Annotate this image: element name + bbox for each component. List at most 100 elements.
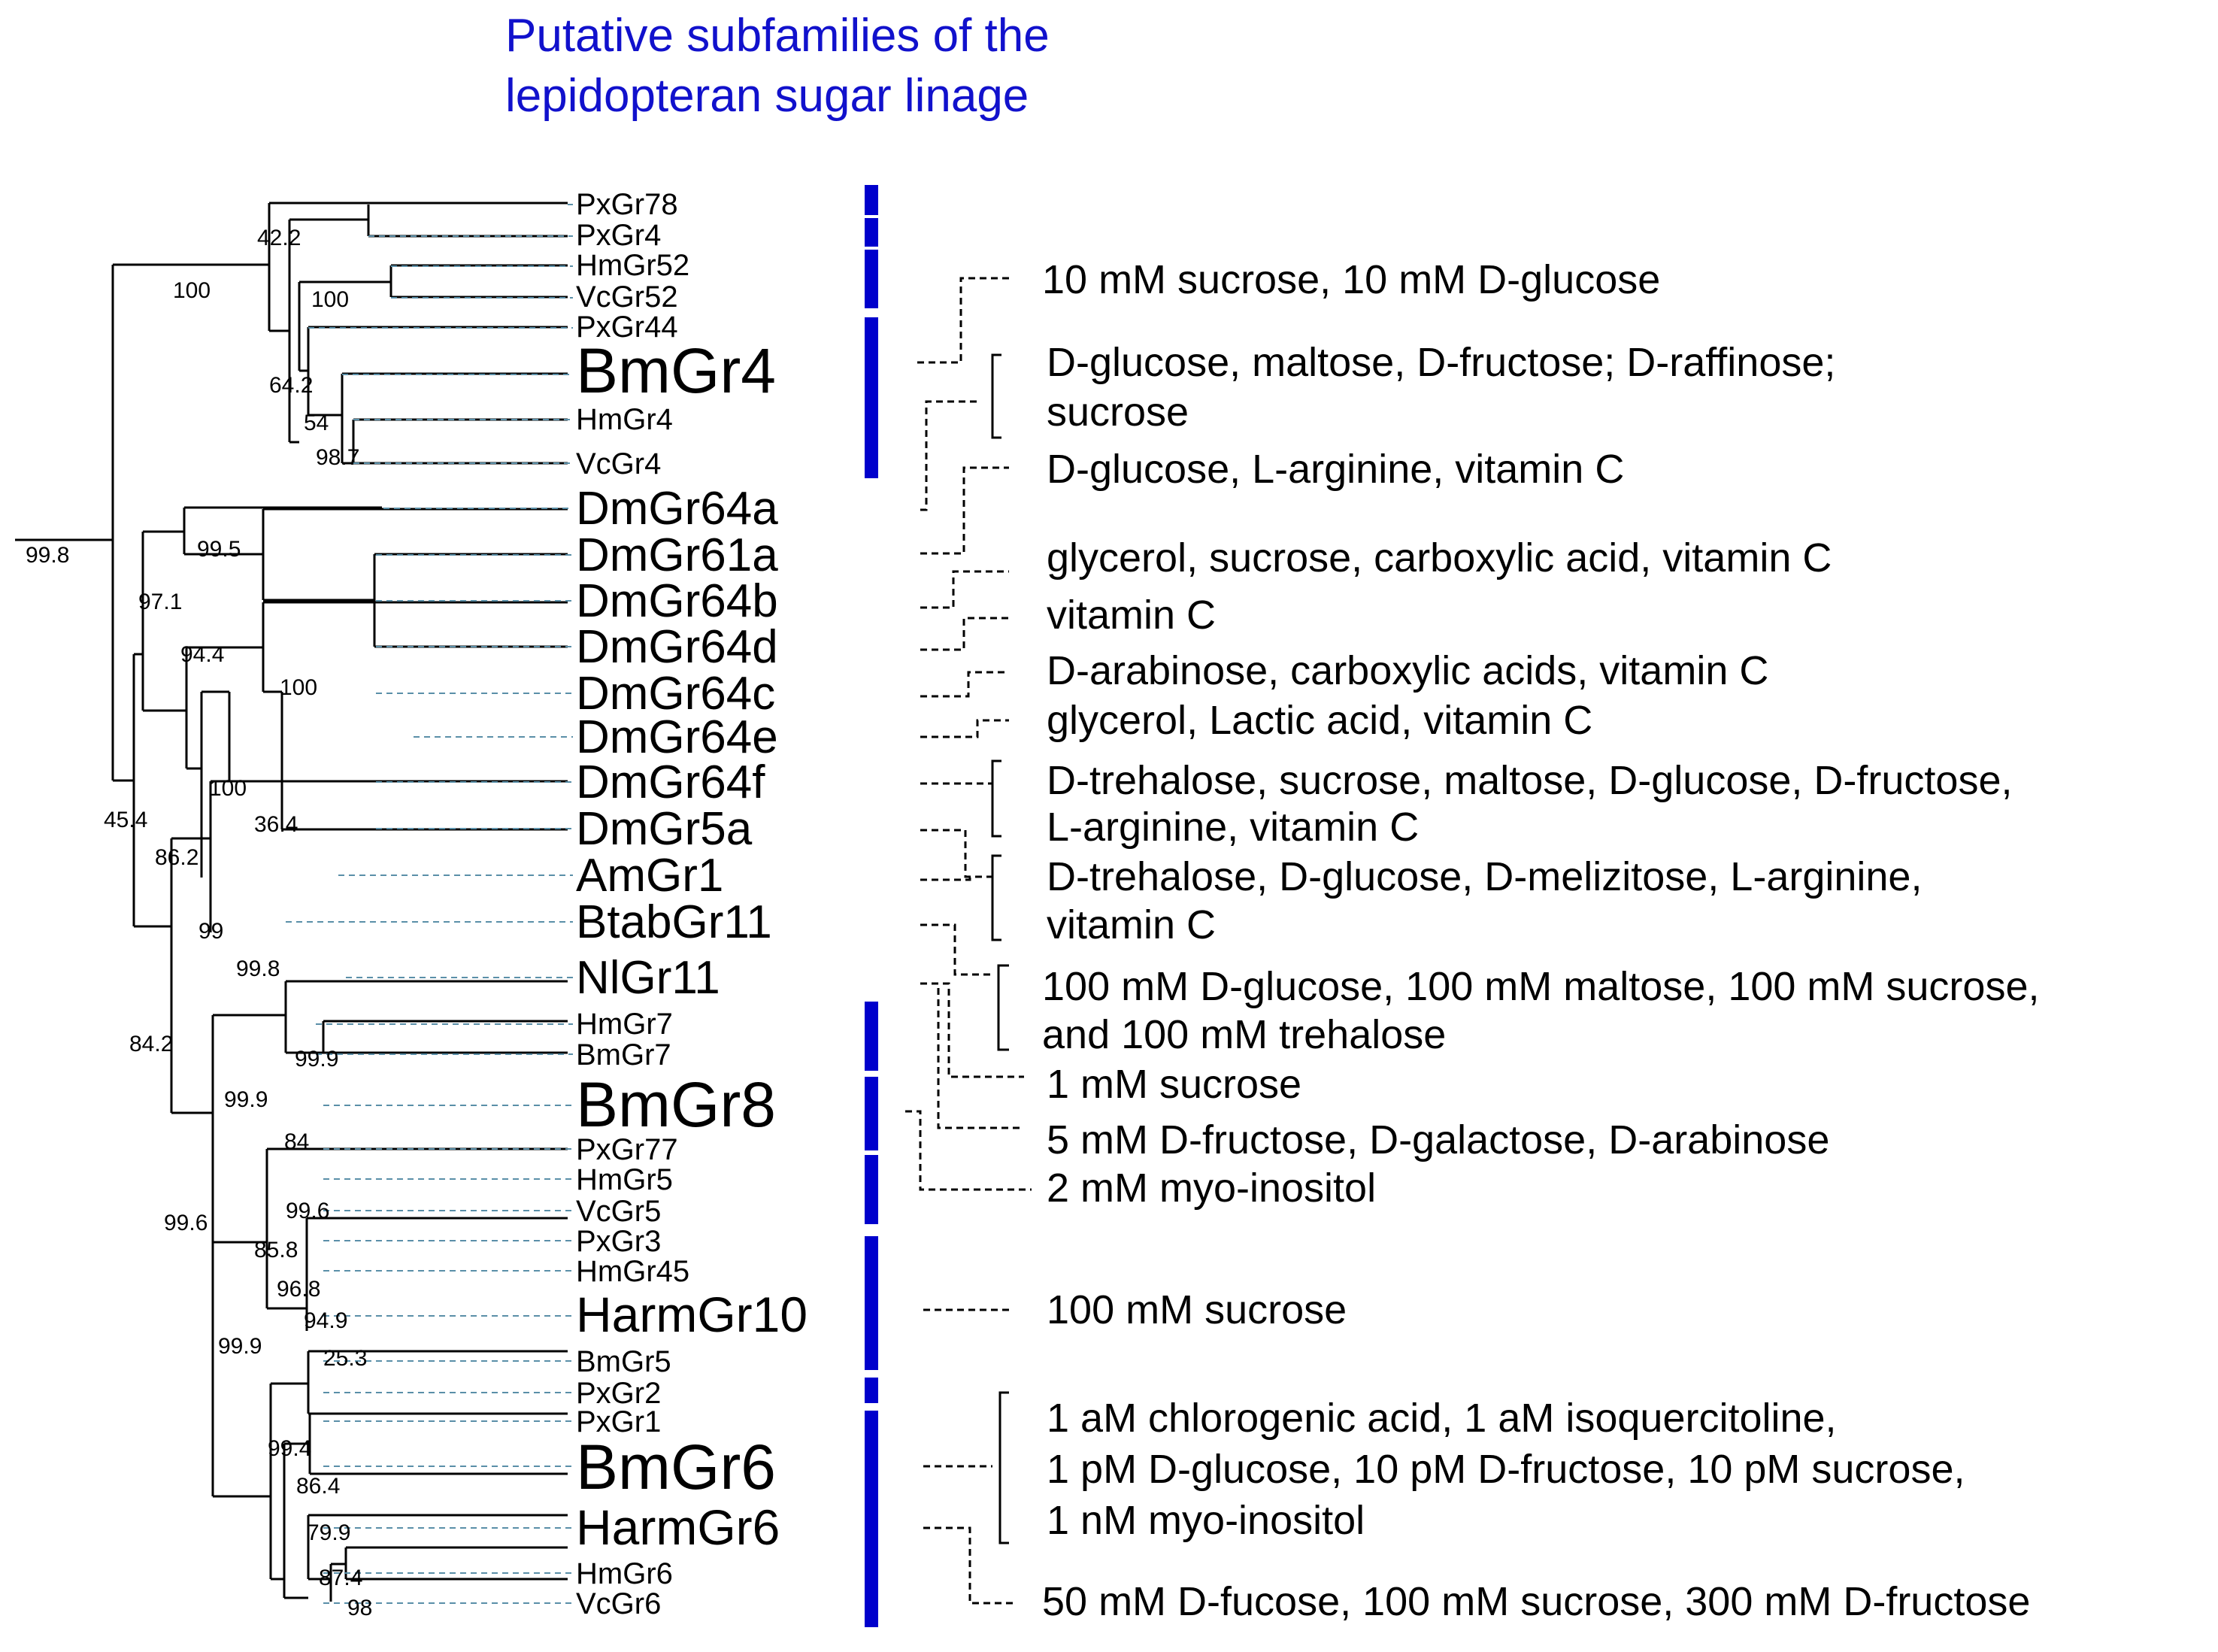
ligand-text: 1 pM D-glucose, 10 pM D-fructose, 10 pM … bbox=[1047, 1447, 1965, 1492]
bootstrap-value: 84 bbox=[284, 1129, 309, 1154]
ligand-text: D-glucose, L-arginine, vitamin C bbox=[1047, 447, 1624, 492]
leaf-label: HmGr5 bbox=[576, 1163, 673, 1196]
leaf-label: BmGr8 bbox=[576, 1069, 776, 1140]
subfamily-bar bbox=[865, 1077, 878, 1150]
leaf-label: HarmGr6 bbox=[576, 1499, 780, 1555]
bootstrap-value: 36.4 bbox=[254, 812, 298, 837]
leaf-label: VcGr6 bbox=[576, 1587, 661, 1620]
bootstrap-value: 99.4 bbox=[268, 1436, 311, 1461]
ligand-text: and 100 mM trehalose bbox=[1042, 1012, 1446, 1057]
leaf-label: HmGr4 bbox=[576, 403, 673, 436]
leaf-label: DmGr5a bbox=[576, 803, 753, 855]
bootstrap-value: 100 bbox=[311, 287, 349, 312]
leaf-label: DmGr64c bbox=[576, 668, 775, 720]
leaf-label: HarmGr10 bbox=[576, 1287, 808, 1342]
ligand-text: 50 mM D-fucose, 100 mM sucrose, 300 mM D… bbox=[1042, 1579, 2030, 1624]
leaf-label: DmGr64a bbox=[576, 483, 778, 535]
bootstrap-value: 98 bbox=[347, 1596, 372, 1620]
bootstrap-value: 98.7 bbox=[316, 445, 359, 470]
bootstrap-value: 100 bbox=[280, 675, 317, 700]
ligand-text: 1 mM sucrose bbox=[1047, 1062, 1301, 1107]
bootstrap-value: 84.2 bbox=[129, 1032, 173, 1056]
leaf-label: VcGr5 bbox=[576, 1195, 661, 1228]
bootstrap-value: 64.2 bbox=[269, 373, 313, 398]
bootstrap-value: 99.5 bbox=[197, 537, 241, 562]
bootstrap-value: 99.9 bbox=[218, 1334, 262, 1359]
leaf-label: DmGr61a bbox=[576, 529, 778, 581]
bootstrap-value: 94.9 bbox=[304, 1308, 347, 1333]
leaf-label: PxGr77 bbox=[576, 1133, 678, 1166]
bootstrap-value: 25.3 bbox=[323, 1346, 367, 1371]
leaf-label: HmGr6 bbox=[576, 1557, 673, 1590]
subfamily-bar bbox=[865, 185, 878, 215]
ligand-text: glycerol, Lactic acid, vitamin C bbox=[1047, 698, 1592, 743]
bootstrap-value: 99 bbox=[198, 919, 223, 944]
ligand-text: 1 aM chlorogenic acid, 1 aM isoquercitol… bbox=[1047, 1396, 1837, 1441]
leader-lines bbox=[286, 204, 573, 1604]
bootstrap-value: 96.8 bbox=[277, 1277, 320, 1302]
subfamily-bar bbox=[865, 250, 878, 308]
subfamily-bar bbox=[865, 317, 878, 478]
leaf-label: DmGr64f bbox=[576, 756, 765, 808]
ligand-text: 1 nM myo-inositol bbox=[1047, 1498, 1365, 1543]
leaf-label: HmGr52 bbox=[576, 249, 689, 282]
leaf-label: DmGr64e bbox=[576, 711, 778, 763]
ligand-text: D-glucose, maltose, D-fructose; D-raffin… bbox=[1047, 340, 1835, 385]
leaf-label: HmGr7 bbox=[576, 1008, 673, 1041]
subfamily-bar bbox=[865, 1236, 878, 1370]
leaf-label: AmGr1 bbox=[576, 850, 723, 902]
ligand-text: vitamin C bbox=[1047, 593, 1216, 638]
ligand-text: sucrose bbox=[1047, 390, 1189, 435]
bootstrap-value: 87.4 bbox=[319, 1566, 362, 1590]
leaf-label: BmGr7 bbox=[576, 1038, 671, 1072]
ligand-text: vitamin C bbox=[1047, 902, 1216, 947]
ligand-text: D-arabinose, carboxylic acids, vitamin C bbox=[1047, 648, 1768, 693]
bootstrap-value: 99.8 bbox=[26, 543, 69, 568]
bootstrap-value: 99.9 bbox=[224, 1087, 268, 1112]
bootstrap-value: 86.4 bbox=[296, 1474, 340, 1499]
bootstrap-value: 45.4 bbox=[104, 808, 147, 832]
bootstrap-value: 99.8 bbox=[236, 956, 280, 981]
leaf-label: BmGr6 bbox=[576, 1432, 776, 1502]
bootstrap-value: 99.9 bbox=[295, 1047, 338, 1072]
leaf-label: PxGr4 bbox=[576, 219, 661, 252]
bootstrap-value: 86.2 bbox=[155, 845, 198, 870]
leaf-label: DmGr64b bbox=[576, 575, 778, 627]
tip-labels: PxGr78 PxGr4 HmGr52 VcGr52 PxGr44 BmGr4 … bbox=[576, 188, 808, 1620]
leaf-label: HmGr45 bbox=[576, 1255, 689, 1288]
bootstrap-value: 97.1 bbox=[138, 590, 182, 614]
subfamily-bar bbox=[865, 1378, 878, 1403]
ligand-text: D-trehalose, sucrose, maltose, D-glucose… bbox=[1047, 758, 2012, 803]
subfamily-bar bbox=[865, 1002, 878, 1071]
ligand-text: 100 mM sucrose bbox=[1047, 1287, 1347, 1332]
ligand-braces bbox=[991, 353, 1009, 1544]
ligand-text: 2 mM myo-inositol bbox=[1047, 1165, 1376, 1211]
ligand-text: 5 mM D-fructose, D-galactose, D-arabinos… bbox=[1047, 1117, 1829, 1162]
bootstrap-value: 100 bbox=[173, 278, 211, 303]
ligand-text: 10 mM sucrose, 10 mM D-glucose bbox=[1042, 257, 1660, 302]
ligand-texts: 10 mM sucrose, 10 mM D-glucose D-glucose… bbox=[1042, 257, 2039, 1624]
leaf-label: VcGr4 bbox=[576, 447, 661, 480]
title-line-2: lepidopteran sugar linage bbox=[505, 70, 1029, 122]
leaf-label: DmGr64d bbox=[576, 621, 778, 673]
ligand-text: L-arginine, vitamin C bbox=[1047, 805, 1419, 850]
subfamily-bar bbox=[865, 1155, 878, 1224]
subfamily-bar bbox=[865, 218, 878, 247]
bootstrap-value: 54 bbox=[304, 411, 329, 435]
leaf-label: PxGr2 bbox=[576, 1377, 661, 1410]
bootstrap-value: 94.4 bbox=[180, 642, 224, 667]
leaf-label: VcGr52 bbox=[576, 280, 678, 314]
bootstrap-value: 99.6 bbox=[164, 1211, 208, 1235]
leaf-label: PxGr44 bbox=[576, 311, 678, 344]
leaf-label: PxGr3 bbox=[576, 1225, 661, 1258]
leaf-label: PxGr78 bbox=[576, 188, 678, 221]
bootstrap-value: 99.6 bbox=[286, 1199, 329, 1223]
leaf-label: BmGr4 bbox=[576, 335, 776, 406]
ligand-text: glycerol, sucrose, carboxylic acid, vita… bbox=[1047, 535, 1832, 580]
leaf-label: NlGr11 bbox=[576, 952, 720, 1004]
title-line-1: Putative subfamilies of the bbox=[505, 10, 1050, 62]
bootstrap-value: 79.9 bbox=[307, 1520, 350, 1545]
subfamily-bars bbox=[865, 185, 878, 1627]
leaf-label: PxGr1 bbox=[576, 1405, 661, 1438]
ligand-text: 100 mM D-glucose, 100 mM maltose, 100 mM… bbox=[1042, 964, 2039, 1009]
